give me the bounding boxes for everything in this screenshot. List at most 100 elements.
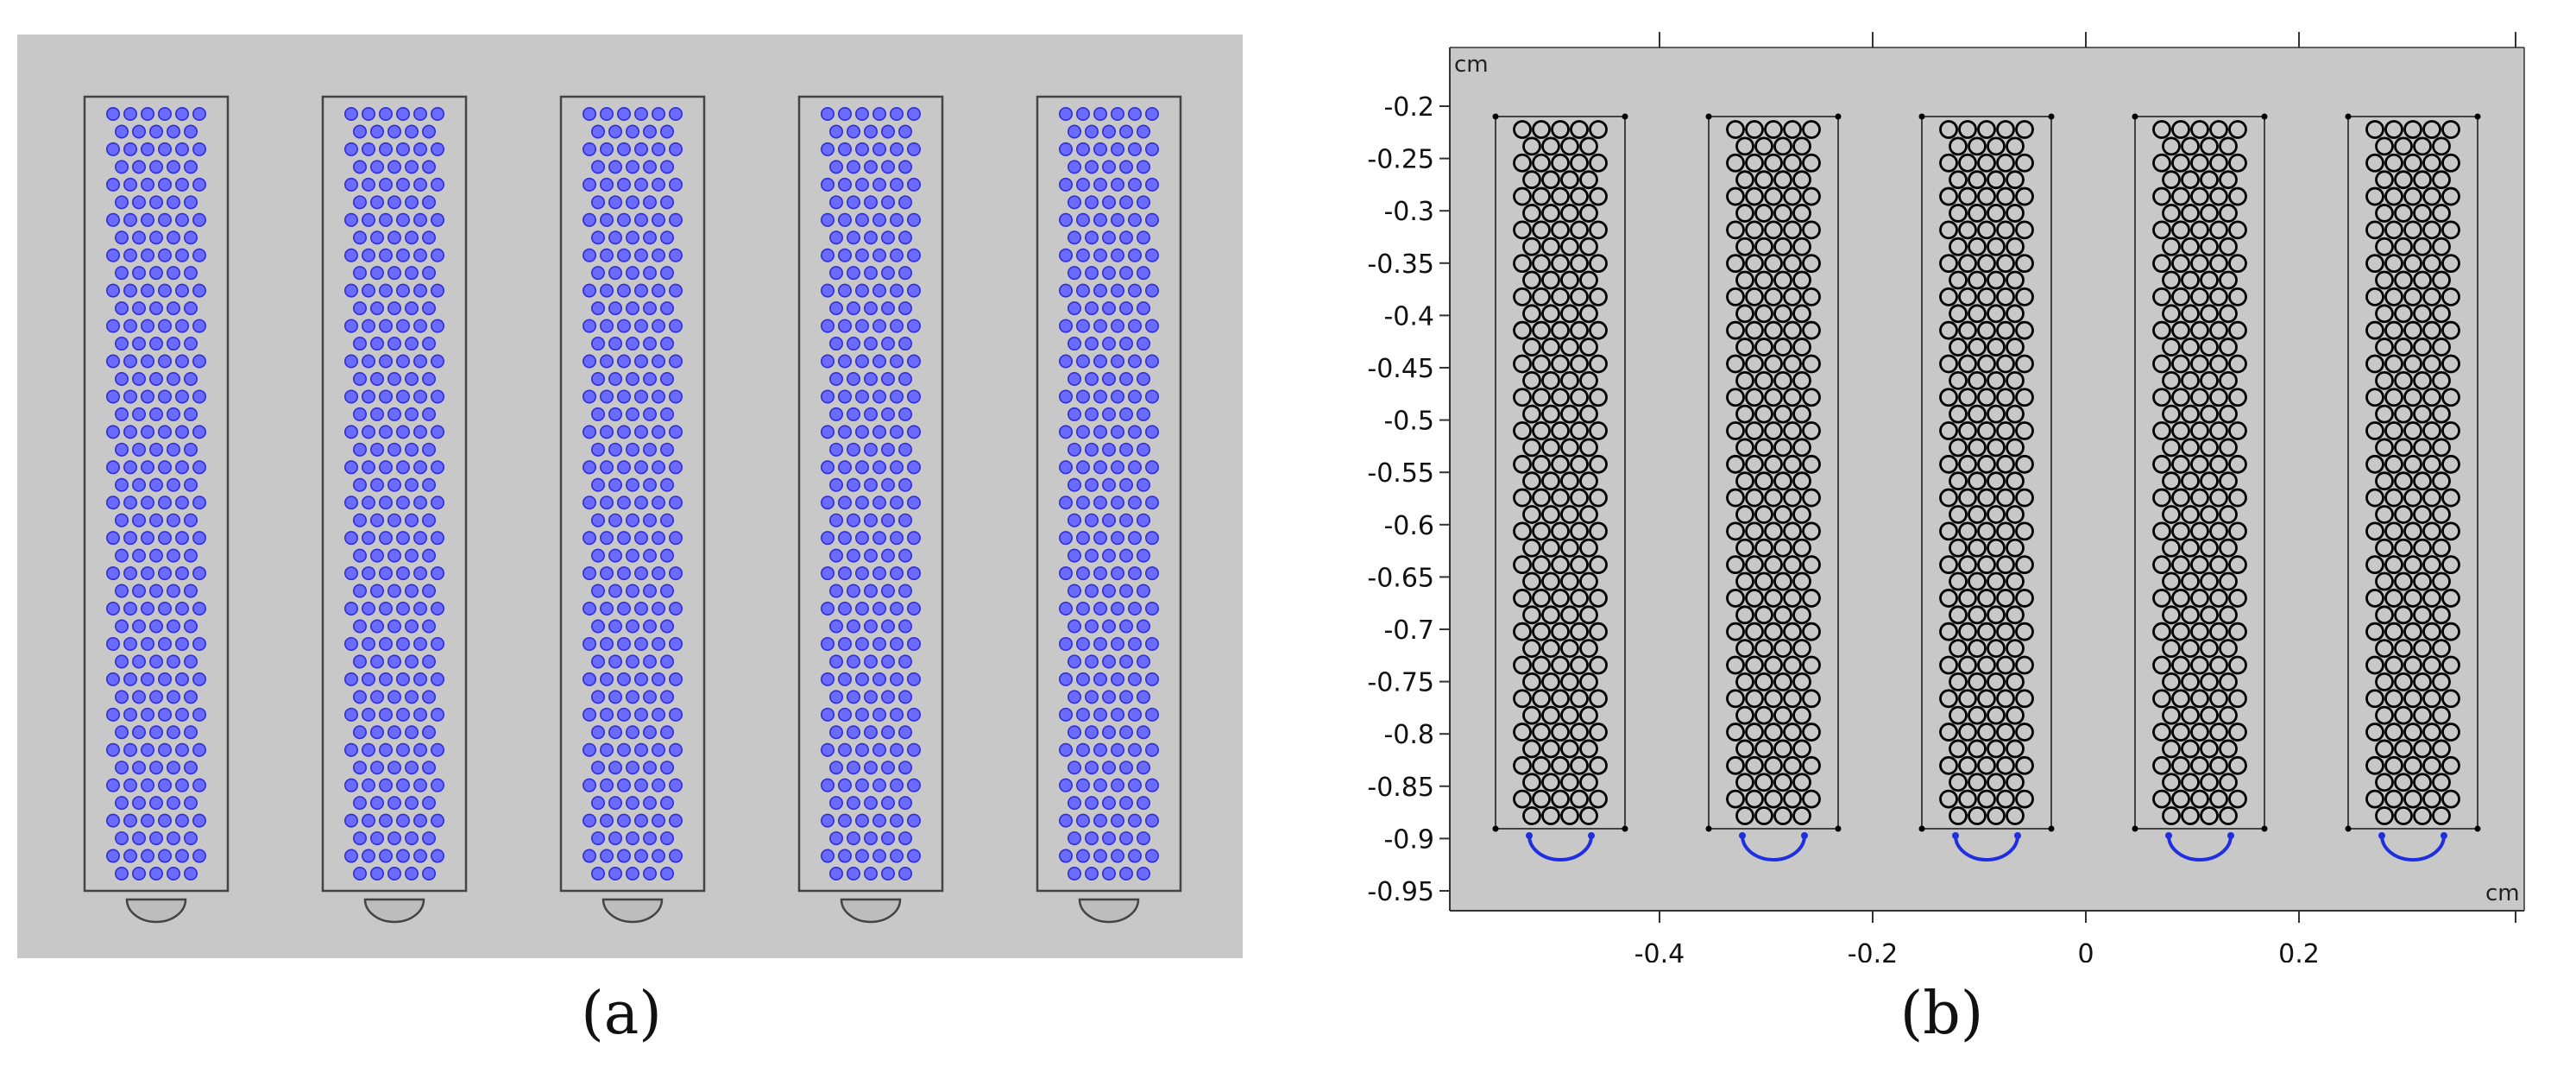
- particle: [1111, 602, 1125, 616]
- particle: [846, 337, 860, 351]
- pore-ring: [2190, 220, 2209, 240]
- pore-ring: [1987, 438, 2006, 458]
- pore-ring: [1939, 622, 1958, 641]
- pore-ring: [2006, 605, 2025, 625]
- pore-ring: [2375, 204, 2394, 223]
- pore-ring: [2152, 521, 2171, 541]
- particle: [1145, 248, 1160, 262]
- particle: [668, 813, 683, 828]
- particle: [625, 654, 639, 669]
- particle: [361, 531, 375, 546]
- particle: [907, 707, 922, 722]
- particle: [1093, 566, 1108, 581]
- particle: [854, 319, 869, 333]
- pore-ring: [2403, 622, 2422, 641]
- pore-ring: [2006, 304, 2025, 324]
- particle: [141, 248, 155, 262]
- particle: [898, 407, 912, 421]
- particle: [820, 778, 835, 792]
- particle: [343, 107, 358, 122]
- particle: [608, 761, 622, 775]
- particle: [1102, 619, 1117, 634]
- pore-ring: [1764, 153, 1783, 173]
- pore-ring: [1939, 354, 1958, 374]
- particle: [854, 389, 869, 404]
- pore-ring: [1522, 705, 1541, 725]
- particle: [642, 442, 657, 457]
- particle: [616, 672, 631, 686]
- particle: [1059, 849, 1074, 863]
- particle: [907, 107, 922, 122]
- particle: [651, 354, 665, 369]
- particle: [863, 230, 878, 245]
- particle: [167, 690, 181, 704]
- pore-ring: [2162, 438, 2181, 458]
- pore-ring: [2384, 655, 2403, 675]
- particle: [378, 460, 393, 475]
- pore-ring: [2162, 404, 2181, 424]
- panel-b-caption: (b): [1899, 980, 1984, 1048]
- pore-ring: [2384, 254, 2403, 274]
- panel-a-caption: (a): [581, 980, 662, 1048]
- particle: [659, 866, 674, 880]
- particle: [421, 195, 436, 210]
- pore-ring: [1996, 789, 2015, 809]
- pore-ring: [1522, 170, 1541, 190]
- particle: [633, 319, 648, 333]
- particle: [1128, 107, 1143, 122]
- particle: [1076, 460, 1091, 475]
- particle: [854, 566, 869, 581]
- particle: [828, 654, 843, 669]
- particle: [413, 177, 427, 192]
- particle: [1128, 142, 1143, 156]
- particle: [123, 248, 138, 262]
- particle: [158, 283, 173, 298]
- particle: [880, 337, 895, 351]
- particle: [343, 354, 358, 369]
- particle: [352, 371, 367, 386]
- pore-ring: [1996, 755, 2015, 775]
- pore-ring: [1560, 773, 1579, 792]
- particle: [1093, 177, 1108, 192]
- particle: [1119, 124, 1134, 139]
- pore-ring: [2365, 220, 2384, 240]
- pore-ring: [1949, 773, 1968, 792]
- particle: [837, 460, 852, 475]
- particle: [167, 160, 181, 174]
- pore-ring: [1532, 153, 1551, 173]
- particle: [106, 107, 121, 122]
- particle: [413, 389, 427, 404]
- particle: [106, 707, 121, 722]
- particle: [1137, 195, 1151, 210]
- particle: [590, 124, 605, 139]
- pore-ring: [1764, 287, 1783, 306]
- channel-a-outline: [797, 95, 944, 893]
- particle: [1137, 266, 1151, 281]
- particle: [115, 442, 129, 457]
- particle: [352, 796, 367, 811]
- particle: [158, 107, 173, 122]
- pore-ring: [2171, 388, 2190, 407]
- particle: [1085, 831, 1099, 846]
- particle: [590, 160, 605, 174]
- pore-ring: [1513, 254, 1532, 274]
- pore-ring: [2441, 354, 2460, 374]
- particle: [846, 866, 860, 880]
- particle: [599, 248, 614, 262]
- particle: [898, 654, 912, 669]
- particle: [837, 248, 852, 262]
- pore-ring: [2413, 270, 2432, 290]
- pore-ring: [1968, 806, 1987, 825]
- pore-ring: [2394, 538, 2413, 558]
- particle: [149, 124, 164, 139]
- particle: [599, 707, 614, 722]
- particle: [820, 707, 835, 722]
- particle: [616, 354, 631, 369]
- pore-ring: [2432, 538, 2451, 558]
- particle: [395, 107, 410, 122]
- particle: [1076, 849, 1091, 863]
- particle: [1093, 389, 1108, 404]
- pore-ring: [1764, 689, 1783, 709]
- particle: [395, 495, 410, 510]
- particle: [633, 354, 648, 369]
